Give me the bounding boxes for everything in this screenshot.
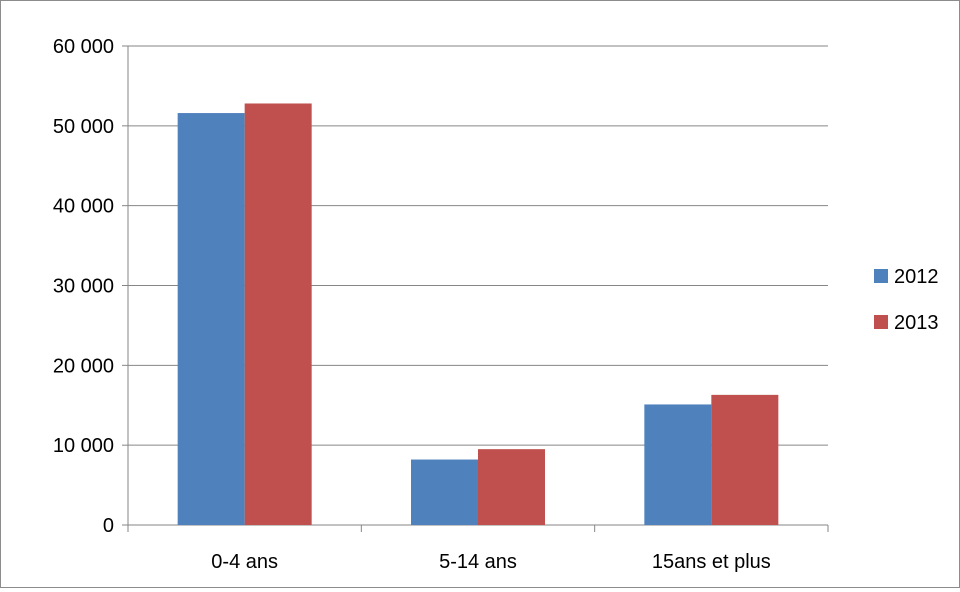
- y-tick-label: 10 000: [53, 435, 114, 457]
- legend-swatch-2013: [874, 315, 888, 329]
- legend-label: 2012: [894, 266, 939, 288]
- bar-2013-2: [711, 394, 779, 525]
- y-tick-label: 50 000: [53, 116, 114, 138]
- bar-2013-1: [478, 449, 545, 525]
- bar-2013-0: [244, 103, 312, 525]
- bar-2012-1: [411, 459, 478, 525]
- legend: 2012 2013: [874, 266, 939, 334]
- legend-swatch-2012: [874, 269, 888, 283]
- y-tick-label: 60 000: [53, 36, 114, 58]
- bars: [177, 103, 779, 525]
- x-category-label: 0-4 ans: [211, 551, 278, 573]
- legend-label: 2013: [894, 312, 939, 334]
- y-tick-label: 30 000: [53, 276, 114, 298]
- bar-2012-0: [177, 113, 245, 525]
- y-tick-label: 0: [103, 515, 114, 537]
- y-axis-ticks: 0 10 000 20 000 30 000 40 000 50 000 60 000: [53, 36, 128, 537]
- y-tick-label: 20 000: [53, 355, 114, 377]
- x-category-label: 5-14 ans: [439, 551, 517, 573]
- y-tick-label: 40 000: [53, 196, 114, 218]
- x-category-label: 15ans et plus: [652, 551, 771, 573]
- bar-2012-2: [644, 404, 712, 525]
- x-axis-labels: 0-4 ans 5-14 ans 15ans et plus: [211, 551, 771, 573]
